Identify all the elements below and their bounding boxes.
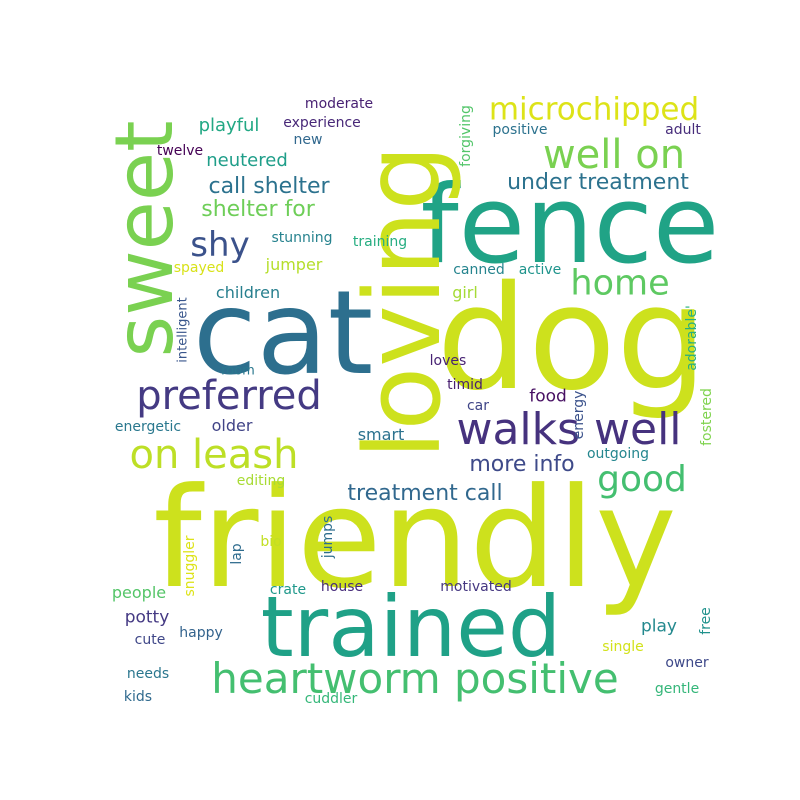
word-canned: canned xyxy=(453,262,505,278)
word-jumper: jumper xyxy=(265,255,323,274)
word-heartworm-positive: heartworm positive xyxy=(211,654,619,703)
word-moderate: moderate xyxy=(304,96,374,112)
word-good: good xyxy=(597,459,687,500)
word-cat: cat xyxy=(192,266,374,401)
word-lap: lap xyxy=(229,543,245,565)
word-microchipped: microchipped xyxy=(488,91,700,128)
word-experience: experience xyxy=(283,115,361,131)
word-older: older xyxy=(211,416,253,435)
word-under-treatment: under treatment xyxy=(507,170,689,195)
word-smart: smart xyxy=(357,425,405,444)
word-food: food xyxy=(529,386,567,407)
word-happy: happy xyxy=(179,625,223,641)
word-stunning: stunning xyxy=(271,230,333,246)
word-owner: owner xyxy=(665,655,709,671)
word-kids: kids xyxy=(123,689,153,705)
word-children: children xyxy=(215,283,281,302)
word-neutered: neutered xyxy=(206,150,288,171)
word-friendly: friendly xyxy=(153,458,677,619)
word-energetic: energetic xyxy=(114,419,182,435)
word-treatment-call: treatment call xyxy=(347,481,503,506)
word-adult: adult xyxy=(665,122,701,138)
word-people: people xyxy=(111,583,167,602)
word-crate: crate xyxy=(269,582,307,598)
word-spayed: spayed xyxy=(173,260,225,276)
word-adorable: adorable' xyxy=(684,305,700,371)
word-energy: energy xyxy=(571,390,587,440)
word-free: free xyxy=(698,607,714,635)
word-new: new xyxy=(293,132,323,148)
word-play: play xyxy=(641,616,677,637)
word-walks-well: walks well xyxy=(456,404,682,455)
word-shelter-for: shelter for xyxy=(201,197,315,222)
word-forgiving: forgiving xyxy=(458,105,474,167)
word-potty: potty xyxy=(124,607,170,628)
word-training: training xyxy=(352,234,408,250)
word-cute: cute xyxy=(134,632,166,648)
word-snuggler: snuggler xyxy=(182,535,198,597)
word-outgoing: outgoing xyxy=(586,446,650,462)
word-car: car xyxy=(466,398,490,414)
word-dog: dog xyxy=(436,254,708,422)
word-jumps: jumps xyxy=(320,515,336,559)
word-home: home xyxy=(570,263,670,304)
word-single: single xyxy=(602,639,644,655)
word-well-on: well on xyxy=(542,132,686,178)
word-preferred: preferred xyxy=(136,373,322,419)
word-twelve: twelve xyxy=(156,143,204,159)
word-active: active xyxy=(518,262,562,278)
word-loving: loving xyxy=(342,144,464,460)
word-timid: timid xyxy=(447,377,483,393)
word-gentle: gentle xyxy=(654,681,700,697)
word-more-info: more info xyxy=(469,452,575,477)
word-bio: bio xyxy=(260,534,282,550)
word-editing: editing xyxy=(236,473,286,489)
word-intelligent: intelligent xyxy=(175,297,191,363)
word-positive: positive xyxy=(492,122,548,138)
word-room: room xyxy=(221,363,255,379)
word-house: house xyxy=(320,579,364,595)
word-call-shelter: call shelter xyxy=(208,174,330,199)
word-motivated: motivated xyxy=(440,579,512,595)
word-loves: loves xyxy=(429,353,467,369)
word-fostered: fostered xyxy=(699,388,715,446)
word-needs: needs xyxy=(126,666,170,682)
word-shy: shy xyxy=(190,225,250,265)
word-trained: trained xyxy=(260,578,562,676)
word-cuddler: cuddler xyxy=(304,691,358,707)
word-playful: playful xyxy=(198,115,260,136)
word-fence: fence xyxy=(420,163,720,288)
word-on-leash: on leash xyxy=(129,432,299,478)
word-girl: girl xyxy=(452,283,478,302)
